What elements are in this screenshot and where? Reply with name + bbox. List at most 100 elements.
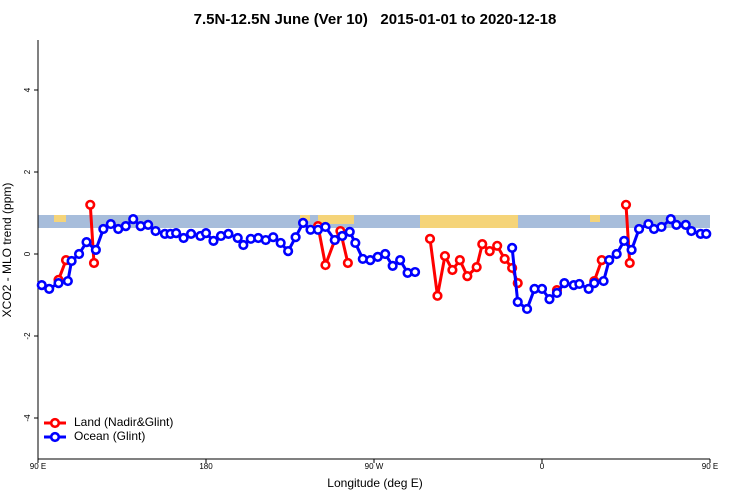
data-point (66, 255, 77, 267)
data-point (424, 233, 436, 244)
data-point (409, 266, 421, 278)
data-point (536, 283, 548, 294)
data-point (223, 228, 234, 240)
data-point (88, 257, 100, 269)
legend-label: Ocean (Glint) (74, 429, 145, 443)
data-point (619, 235, 630, 246)
data-point (395, 255, 406, 266)
data-point (128, 214, 139, 225)
data-point (633, 223, 645, 235)
data-point (574, 278, 585, 290)
legend-marker (49, 417, 61, 429)
data-point (387, 260, 398, 271)
data-point (680, 219, 691, 230)
data-point (90, 244, 101, 255)
x-tick-label: 90 E (702, 462, 718, 471)
data-point (337, 230, 348, 242)
data-point (44, 283, 55, 294)
data-point (150, 225, 161, 237)
data-point (477, 239, 488, 250)
data-point (238, 239, 249, 251)
data-point (551, 287, 563, 299)
data-point (671, 219, 682, 230)
data-point (604, 255, 615, 266)
band-land (54, 215, 66, 222)
data-point (98, 223, 109, 235)
data-point (454, 255, 465, 266)
data-point (544, 294, 555, 305)
data-point (232, 232, 243, 244)
x-tick-label: 90 W (365, 462, 384, 471)
band-land (590, 215, 600, 222)
band-land (420, 215, 518, 228)
data-point (185, 228, 197, 240)
band-land (318, 215, 354, 224)
data-point (611, 248, 622, 260)
y-axis-label: XCO2 - MLO trend (ppm) (0, 183, 14, 318)
data-point (320, 221, 331, 233)
data-point (598, 275, 609, 287)
x-axis-label: Longitude (deg E) (327, 476, 422, 490)
data-point (85, 199, 96, 210)
data-point (342, 257, 353, 269)
data-point (350, 237, 361, 249)
data-point (275, 237, 286, 249)
data-point (521, 303, 533, 315)
data-point (53, 278, 64, 289)
data-point (492, 240, 503, 251)
chart-title: 7.5N-12.5N June (Ver 10) 2015-01-01 to 2… (194, 11, 557, 28)
data-point (447, 264, 458, 276)
data-point (559, 278, 570, 289)
data-point (200, 227, 212, 239)
data-point (81, 237, 92, 248)
x-tick-label: 90 E (30, 462, 46, 471)
y-tick-label: 0 (23, 251, 32, 256)
data-point (178, 232, 189, 244)
data-point (439, 250, 451, 262)
band-ocean (38, 215, 710, 228)
y-tick-label: -4 (23, 414, 32, 422)
data-point (73, 248, 85, 260)
data-point (62, 275, 73, 287)
data-point (344, 226, 355, 237)
data-point (624, 257, 635, 269)
data-point (36, 280, 47, 291)
data-point (686, 225, 697, 237)
band-land (300, 215, 310, 221)
data-point (512, 296, 523, 308)
legend-label: Land (Nadir&Glint) (74, 415, 173, 429)
data-point (432, 290, 443, 301)
data-point (589, 278, 600, 289)
data-point (297, 217, 309, 228)
x-tick-label: 180 (199, 462, 213, 471)
data-point (507, 242, 518, 253)
y-tick-label: 2 (23, 169, 32, 174)
data-point (656, 221, 667, 233)
y-tick-label: 4 (23, 87, 32, 92)
data-point (120, 221, 131, 232)
land-band (38, 215, 710, 228)
data-point (583, 283, 594, 294)
data-point (283, 246, 294, 257)
data-point (320, 259, 331, 271)
data-point (105, 218, 116, 230)
data-point (143, 219, 154, 230)
y-tick-label: -2 (23, 332, 32, 340)
data-point (208, 235, 219, 246)
data-point (471, 262, 482, 273)
data-point (268, 232, 279, 243)
data-point (626, 244, 637, 255)
data-point (329, 234, 340, 246)
data-point (620, 199, 632, 210)
data-point (665, 214, 676, 225)
data-point (290, 232, 301, 243)
data-point (499, 253, 510, 265)
data-point (462, 271, 473, 282)
data-point (380, 248, 391, 260)
data-point (171, 227, 182, 239)
x-tick-label: 0 (540, 462, 545, 471)
data-point (701, 228, 712, 240)
legend-marker (49, 431, 61, 443)
data-point (484, 246, 495, 257)
